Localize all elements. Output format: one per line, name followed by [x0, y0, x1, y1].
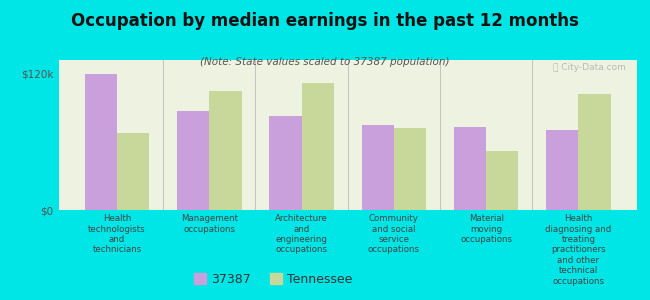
Bar	[454, 127, 486, 210]
Bar	[302, 83, 334, 210]
Text: (Note: State values scaled to 37387 population): (Note: State values scaled to 37387 popu…	[200, 57, 450, 67]
Text: Ⓡ City-Data.com: Ⓡ City-Data.com	[552, 63, 625, 72]
Bar	[177, 111, 209, 210]
Bar	[486, 151, 519, 210]
Legend: 37387, Tennessee: 37387, Tennessee	[188, 268, 358, 291]
Bar	[578, 94, 611, 210]
Bar	[394, 128, 426, 210]
Bar	[546, 130, 578, 210]
Text: Occupation by median earnings in the past 12 months: Occupation by median earnings in the pas…	[71, 12, 579, 30]
Bar	[361, 125, 394, 210]
Bar	[117, 133, 150, 210]
Bar	[209, 91, 242, 210]
Bar	[269, 116, 302, 210]
Bar	[84, 74, 117, 210]
